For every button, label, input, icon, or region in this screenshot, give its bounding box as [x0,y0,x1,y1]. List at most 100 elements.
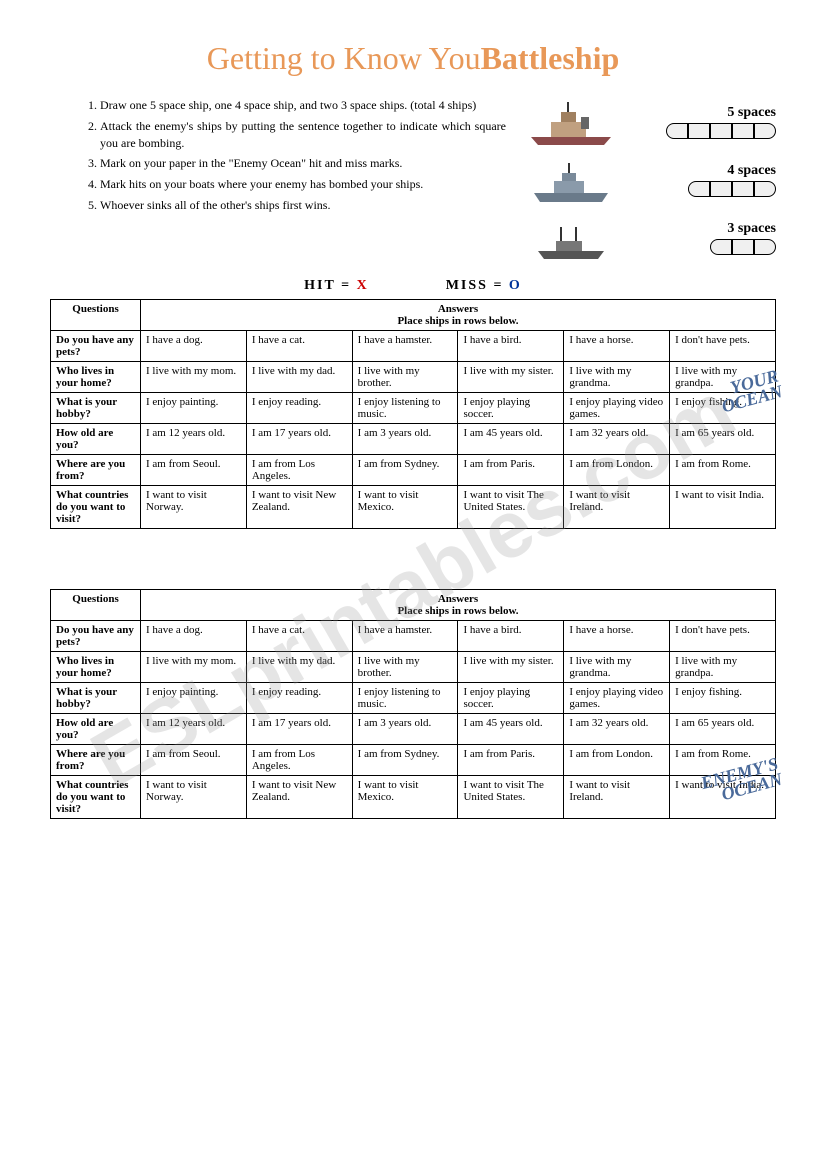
answer-cell[interactable]: I enjoy listening to music. [352,683,458,714]
answer-cell[interactable]: I live with my brother. [352,652,458,683]
answer-cell[interactable]: I want to visit The United States. [458,486,564,529]
answer-cell[interactable]: I enjoy playing video games. [564,393,670,424]
answer-cell[interactable]: I am 3 years old. [352,424,458,455]
answer-cell[interactable]: I live with my sister. [458,362,564,393]
answer-cell[interactable]: I live with my grandpa. [670,652,776,683]
instruction-item: Draw one 5 space ship, one 4 space ship,… [100,97,506,114]
ship-label-3: 3 spaces [710,221,776,237]
question-cell: What is your hobby? [51,683,141,714]
answer-cell[interactable]: I don't have pets. [670,621,776,652]
miss-label: MISS = [446,278,509,293]
answer-cell[interactable]: I am 45 years old. [458,714,564,745]
question-cell: What is your hobby? [51,393,141,424]
answer-cell[interactable]: I have a bird. [458,331,564,362]
answer-cell[interactable]: I live with my sister. [458,652,564,683]
answer-cell[interactable]: I am from Seoul. [141,745,247,776]
answer-cell[interactable]: I have a bird. [458,621,564,652]
ship-row-3: 3 spaces [526,213,776,263]
ships-legend: 5 spaces 4 spaces [526,97,776,263]
answer-cell[interactable]: I want to visit India. [670,486,776,529]
answer-cell[interactable]: I enjoy playing soccer. [458,683,564,714]
answer-cell[interactable]: I enjoy playing video games. [564,683,670,714]
top-section: Draw one 5 space ship, one 4 space ship,… [50,97,776,263]
hit-mark: X [357,278,369,293]
miss-mark: O [509,278,522,293]
answer-cell[interactable]: I want to visit New Zealand. [246,776,352,819]
answer-cell[interactable]: I have a horse. [564,331,670,362]
instruction-item: Mark hits on your boats where your enemy… [100,176,506,193]
answer-cell[interactable]: I am 17 years old. [246,714,352,745]
answer-cell[interactable]: I am 65 years old. [670,424,776,455]
answer-cell[interactable]: I live with my dad. [246,652,352,683]
answer-cell[interactable]: I am from Sydney. [352,455,458,486]
answer-cell[interactable]: I live with my brother. [352,362,458,393]
answer-cell[interactable]: I enjoy fishing. [670,683,776,714]
instructions: Draw one 5 space ship, one 4 space ship,… [50,97,506,263]
answer-cell[interactable]: I am 45 years old. [458,424,564,455]
answer-cell[interactable]: I want to visit Mexico. [352,776,458,819]
answer-cell[interactable]: I am from London. [564,455,670,486]
enemy-ocean-table: Questions AnswersPlace ships in rows bel… [50,589,776,819]
answer-cell[interactable]: I am from Paris. [458,455,564,486]
answer-cell[interactable]: I am from Seoul. [141,455,247,486]
answer-cell[interactable]: I am 65 years old. [670,714,776,745]
answer-cell[interactable]: I have a dog. [141,331,247,362]
answer-cell[interactable]: I want to visit Ireland. [564,486,670,529]
instruction-item: Attack the enemy's ships by putting the … [100,118,506,152]
answer-cell[interactable]: I am from Rome. [670,455,776,486]
answer-cell[interactable]: I have a horse. [564,621,670,652]
a-header: AnswersPlace ships in rows below. [141,590,776,621]
answer-cell[interactable]: I live with my dad. [246,362,352,393]
q-header: Questions [51,300,141,331]
answer-cell[interactable]: I have a hamster. [352,331,458,362]
ship-icon-5 [526,97,616,147]
answer-cell[interactable]: I am 12 years old. [141,714,247,745]
title-part2: Battleship [481,40,620,76]
answer-cell[interactable]: I enjoy painting. [141,683,247,714]
ship-boxes-3 [710,239,776,255]
answer-cell[interactable]: I am 32 years old. [564,424,670,455]
answer-cell[interactable]: I am from Paris. [458,745,564,776]
answer-cell[interactable]: I am from Sydney. [352,745,458,776]
answer-cell[interactable]: I want to visit Ireland. [564,776,670,819]
answer-cell[interactable]: I am 32 years old. [564,714,670,745]
answer-cell[interactable]: I have a hamster. [352,621,458,652]
ship-label-4: 4 spaces [688,163,776,179]
answer-cell[interactable]: I enjoy listening to music. [352,393,458,424]
answer-cell[interactable]: I want to visit Mexico. [352,486,458,529]
answer-cell[interactable]: I am from Los Angeles. [246,455,352,486]
answer-cell[interactable]: I enjoy reading. [246,683,352,714]
answer-cell[interactable]: I am 12 years old. [141,424,247,455]
answer-cell[interactable]: I live with my mom. [141,362,247,393]
answer-cell[interactable]: I have a dog. [141,621,247,652]
title-part1: Getting to Know You [207,40,481,76]
question-cell: How old are you? [51,424,141,455]
answer-cell[interactable]: I enjoy reading. [246,393,352,424]
question-cell: Who lives in your home? [51,362,141,393]
answer-cell[interactable]: I live with my grandma. [564,652,670,683]
answer-cell[interactable]: I live with my mom. [141,652,247,683]
answer-cell[interactable]: I have a cat. [246,331,352,362]
hit-label: HIT = [304,278,356,293]
answer-cell[interactable]: I enjoy painting. [141,393,247,424]
answer-cell[interactable]: I am 3 years old. [352,714,458,745]
answer-cell[interactable]: I don't have pets. [670,331,776,362]
answer-cell[interactable]: I want to visit New Zealand. [246,486,352,529]
answer-cell[interactable]: I want to visit Norway. [141,486,247,529]
ship-icon-3 [526,213,616,263]
ship-label-5: 5 spaces [666,105,776,121]
answer-cell[interactable]: I am 17 years old. [246,424,352,455]
question-cell: Do you have any pets? [51,331,141,362]
answer-cell[interactable]: I am from Los Angeles. [246,745,352,776]
question-cell: How old are you? [51,714,141,745]
answer-cell[interactable]: I enjoy playing soccer. [458,393,564,424]
question-cell: Where are you from? [51,455,141,486]
answer-cell[interactable]: I want to visit Norway. [141,776,247,819]
ship-row-4: 4 spaces [526,155,776,205]
answer-cell[interactable]: I live with my grandma. [564,362,670,393]
hit-miss-legend: HIT = X MISS = O [50,278,776,294]
answer-cell[interactable]: I want to visit The United States. [458,776,564,819]
answer-cell[interactable]: I am from London. [564,745,670,776]
answer-cell[interactable]: I have a cat. [246,621,352,652]
ship-row-5: 5 spaces [526,97,776,147]
